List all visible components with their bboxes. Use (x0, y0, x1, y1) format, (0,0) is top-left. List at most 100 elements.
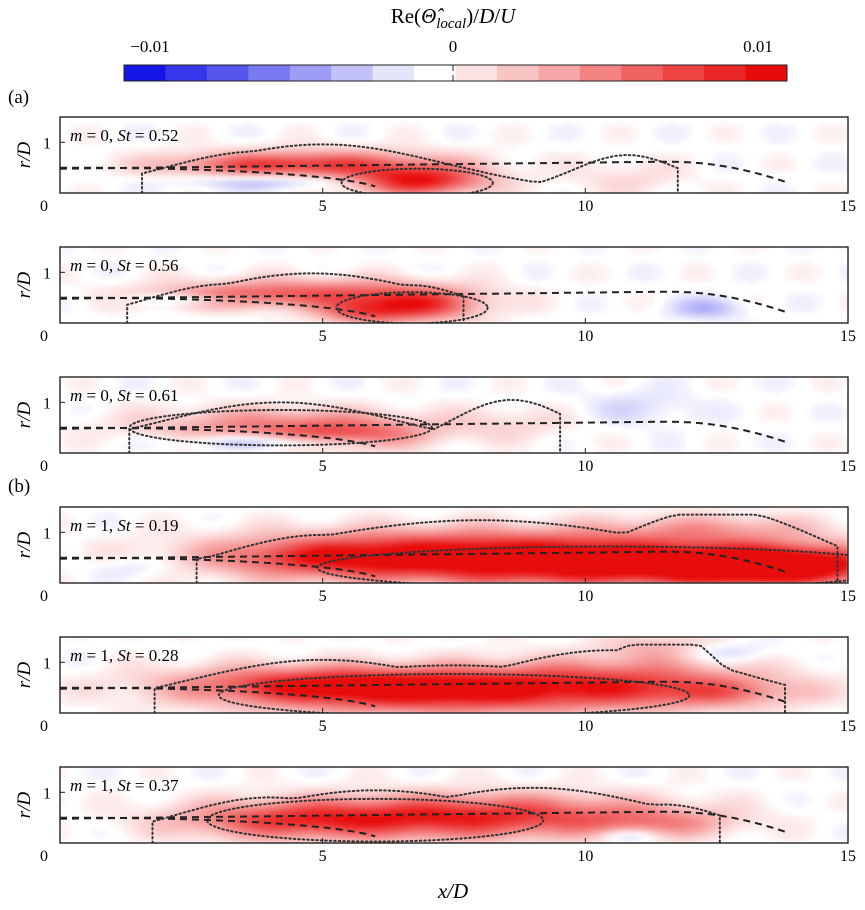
subplot: 0 5 10 15 1 r/D m = 1, St = 0.19 (14, 506, 856, 605)
subplot: 0 5 10 15 1 r/D m = 0, St = 0.56 (14, 246, 856, 345)
dotted-contour (128, 398, 562, 453)
x-tick-label: 0 (40, 458, 48, 475)
subplot: 0 5 10 15 1 r/D m = 0, St = 0.52 (14, 116, 856, 215)
subplot-label: m = 1, St = 0.28 (70, 646, 178, 665)
x-tick-label: 10 (577, 588, 593, 605)
x-tick-label: 15 (840, 198, 856, 215)
dotted-contour (340, 167, 494, 193)
wavepacket-envelope (141, 143, 679, 193)
dashed-contour (60, 680, 786, 703)
x-tick-label: 10 (577, 198, 593, 215)
y-tick-label: 1 (43, 395, 51, 412)
plot-frame (59, 376, 849, 454)
wavepacket-envelope (128, 398, 562, 453)
colorbar-cell (662, 65, 705, 81)
dotted-contour (335, 291, 489, 323)
colorbar-cell (704, 65, 747, 81)
colorbar-cell (289, 65, 332, 81)
subplot-label: m = 0, St = 0.56 (70, 256, 178, 275)
colorbar: Re(Θ̂local)/D/U −0.01 0 0.01 (123, 4, 788, 82)
plot-frame (59, 116, 849, 194)
colorbar-title-part: local (436, 16, 466, 32)
y-tick-label: 1 (43, 655, 51, 672)
panel-label-a: (a) (8, 87, 29, 108)
x-tick-label: 0 (40, 588, 48, 605)
colorbar-cell (496, 65, 539, 81)
x-tick-label: 5 (319, 848, 327, 865)
dashed-contour (60, 810, 786, 833)
dotted-contour (206, 797, 545, 843)
x-tick-label: 15 (840, 328, 856, 345)
y-tick-label: 1 (43, 525, 51, 542)
x-tick-label: 5 (319, 328, 327, 345)
dashed-contour (60, 426, 376, 448)
colorbar-title: Re(Θ̂local)/D/U (391, 4, 517, 32)
x-tick-label: 5 (319, 458, 327, 475)
subplot: 0 5 10 15 1 r/D m = 1, St = 0.28 (14, 636, 856, 735)
colorbar-tick-label: 0 (449, 37, 458, 56)
colorbar-title-part: U (500, 4, 517, 28)
mean-flow-contours (60, 550, 786, 578)
x-tick-label: 15 (840, 588, 856, 605)
dashed-contour (60, 166, 376, 188)
mean-flow-contours (60, 810, 786, 838)
colorbar-cell (414, 65, 456, 81)
x-tick-label: 0 (40, 718, 48, 735)
colorbar-tick-label: −0.01 (130, 37, 169, 56)
dashed-contour (60, 420, 786, 443)
plot-frame (59, 636, 849, 714)
x-tick-label: 10 (577, 718, 593, 735)
colorbar-cell (372, 65, 415, 81)
colorbar-cell (331, 65, 374, 81)
x-tick-label: 15 (840, 718, 856, 735)
y-tick-label: 1 (43, 785, 51, 802)
x-tick-label: 0 (40, 848, 48, 865)
colorbar-title-part: Re( (391, 4, 421, 28)
subplot-label: m = 1, St = 0.19 (70, 516, 178, 535)
colorbar-cell (165, 65, 208, 81)
x-tick-label: 0 (40, 198, 48, 215)
dotted-contour (126, 272, 465, 323)
subplot-label: m = 1, St = 0.37 (70, 776, 179, 795)
x-tick-label: 10 (577, 848, 593, 865)
colorbar-cell (538, 65, 581, 81)
colorbar-cell (579, 65, 622, 81)
dotted-contour (316, 545, 848, 583)
dotted-contour (151, 786, 721, 843)
x-tick-label: 15 (840, 848, 856, 865)
plot-frame (59, 766, 849, 844)
heatmap-field (60, 767, 848, 843)
dashed-contour (60, 290, 786, 313)
y-axis-label: r/D (14, 402, 35, 429)
plot-frame (59, 246, 849, 324)
subplot-label: m = 0, St = 0.61 (70, 386, 178, 405)
colorbar-title-part: / (494, 4, 500, 28)
wavepacket-envelope (195, 513, 848, 583)
mean-flow-contours (60, 290, 786, 318)
colorbar-cell (745, 65, 788, 81)
colorbar-tick-label: 0.01 (743, 37, 773, 56)
dashed-contour (60, 816, 376, 838)
wavepacket-envelope (153, 643, 786, 713)
y-tick-label: 1 (43, 135, 51, 152)
dashed-contour (60, 296, 376, 318)
subplot: 0 5 10 15 1 r/D m = 1, St = 0.37 (14, 766, 856, 865)
dashed-contour (60, 556, 376, 578)
x-tick-label: 15 (840, 458, 856, 475)
heatmap-field (60, 247, 848, 323)
x-axis-label: x/D (437, 879, 468, 903)
dotted-contour (141, 143, 679, 193)
colorbar-cell (206, 65, 249, 81)
y-axis-label: r/D (14, 662, 35, 689)
y-axis-label: r/D (14, 532, 35, 559)
dashed-contour (60, 550, 786, 573)
dashed-contour (60, 686, 376, 708)
colorbar-cell (621, 65, 664, 81)
x-tick-label: 5 (319, 718, 327, 735)
colorbar-cell (455, 65, 498, 81)
x-tick-label: 0 (40, 328, 48, 345)
y-tick-label: 1 (43, 265, 51, 282)
x-tick-label: 10 (577, 328, 593, 345)
